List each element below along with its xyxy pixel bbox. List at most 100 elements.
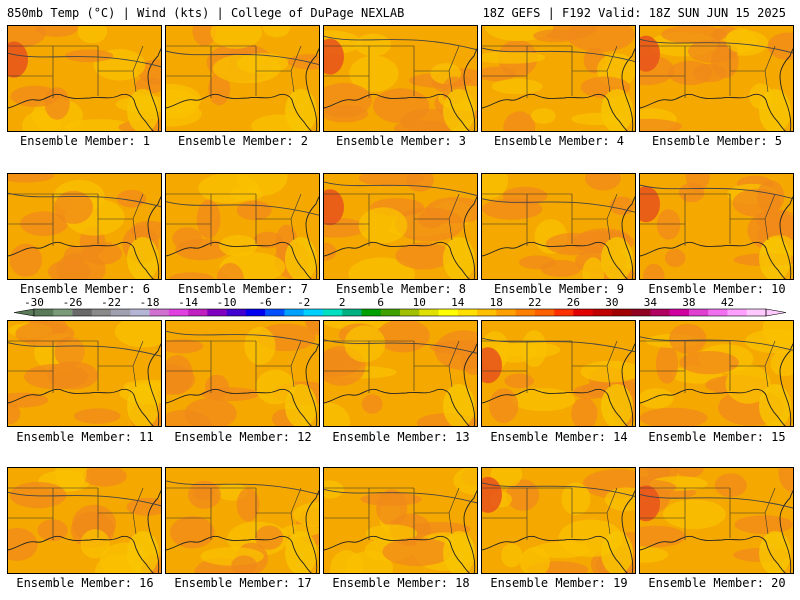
- cooler-region: [285, 89, 317, 131]
- coastline: [482, 342, 635, 426]
- temperature-region: [9, 243, 43, 277]
- state-borders: [166, 193, 302, 246]
- temperature-region: [501, 543, 523, 568]
- cooler-region: [759, 384, 791, 426]
- member-caption-13: Ensemble Member: 13: [332, 430, 470, 444]
- isotherm-contour: [8, 342, 161, 357]
- state-borders: [8, 340, 144, 393]
- colorbar-segment: [361, 309, 382, 316]
- member-caption-9: Ensemble Member: 9: [493, 282, 625, 296]
- cooler-region: [285, 384, 317, 426]
- coastline: [8, 489, 161, 573]
- temperature-region: [714, 473, 747, 498]
- colorbar-tick-label: 26: [567, 296, 580, 309]
- isotherm-contour: [8, 52, 161, 68]
- member-caption-12: Ensemble Member: 12: [174, 430, 312, 444]
- member-caption-3: Ensemble Member: 3: [335, 134, 467, 148]
- colorbar-segment: [477, 309, 497, 316]
- colorbar-segment: [631, 309, 651, 316]
- temperature-region: [324, 402, 351, 426]
- model-run-info: 18Z GEFS | F192 Valid: 18Z SUN JUN 15 20…: [482, 6, 786, 20]
- coastline: [324, 195, 477, 279]
- temperature-region: [531, 108, 556, 124]
- isotherm-contour: [8, 192, 161, 208]
- isotherm-contour: [8, 491, 161, 507]
- temperature-region: [582, 257, 605, 279]
- temperature-region: [8, 174, 55, 183]
- temperature-region: [744, 329, 793, 354]
- colorbar-segment: [669, 309, 690, 316]
- temperature-map-5: [640, 26, 793, 131]
- member-caption-4: Ensemble Member: 4: [493, 134, 625, 148]
- colorbar-segment: [149, 309, 170, 316]
- isotherm-contour: [482, 337, 635, 353]
- state-borders: [166, 487, 302, 540]
- colorbar-segment: [34, 309, 54, 316]
- colorbar-segment: [554, 309, 574, 316]
- temperature-region: [324, 242, 337, 261]
- ensemble-panel-10: [639, 173, 794, 280]
- temperature-map-3: [324, 30, 477, 131]
- colorbar-segment: [496, 309, 516, 316]
- coastline: [640, 489, 793, 573]
- colorbar-tick-label: -2: [297, 296, 310, 309]
- colorbar-segment: [91, 309, 112, 316]
- coastline: [640, 47, 793, 131]
- temperature-region: [115, 321, 161, 348]
- hot-region: [482, 347, 502, 384]
- temperature-map-2: [166, 26, 319, 131]
- colorbar-tick-label: -30: [24, 296, 44, 309]
- colorbar-tick-label: 6: [377, 296, 384, 309]
- temperature-region: [349, 55, 399, 92]
- temperature-region: [643, 263, 665, 279]
- colorbar-segment: [400, 309, 420, 316]
- state-borders: [640, 45, 776, 98]
- temperature-region: [756, 180, 785, 213]
- cooler-region: [759, 237, 791, 279]
- temperature-region: [8, 402, 21, 425]
- temperature-region: [640, 546, 669, 563]
- temperature-map-12: [166, 321, 319, 426]
- ensemble-panel-19: [481, 467, 636, 574]
- temperature-map-13: [324, 321, 477, 426]
- ensemble-panel-17: [165, 467, 320, 574]
- temperature-region: [219, 235, 258, 257]
- temperature-region: [282, 524, 319, 537]
- colorbar-tick-label: 30: [605, 296, 618, 309]
- temperature-region: [168, 272, 214, 279]
- cooler-region: [601, 89, 633, 131]
- state-borders: [8, 45, 144, 98]
- temperature-region: [10, 85, 60, 107]
- temperature-region: [361, 394, 383, 414]
- temperature-region: [231, 555, 257, 573]
- ensemble-panel-3: [323, 25, 478, 132]
- temperature-region: [511, 388, 575, 412]
- cooler-region: [601, 384, 633, 426]
- temperature-map-7: [166, 174, 319, 279]
- colorbar-segment: [130, 309, 150, 316]
- colorbar-tick-label: -22: [101, 296, 121, 309]
- member-caption-19: Ensemble Member: 19: [490, 576, 628, 590]
- colorbar-tick-label: 14: [451, 296, 465, 309]
- isotherm-contour: [640, 336, 793, 351]
- temperature-region: [640, 388, 674, 409]
- member-caption-14: Ensemble Member: 14: [490, 430, 628, 444]
- cooler-region: [127, 384, 159, 426]
- temperature-region: [192, 26, 217, 46]
- colorbar-outline: [33, 308, 767, 317]
- temperature-region: [77, 26, 108, 44]
- temperature-region: [395, 242, 452, 270]
- state-borders: [482, 193, 618, 246]
- state-borders: [324, 45, 460, 98]
- ensemble-panel-6: [7, 173, 162, 280]
- colorbar-segment: [245, 309, 266, 316]
- colorbar-tick-label: -6: [259, 296, 272, 309]
- temperature-region: [205, 374, 229, 399]
- temperature-region: [172, 227, 203, 250]
- cooler-region: [601, 531, 633, 573]
- colorbar-tick-label: 42: [721, 296, 734, 309]
- temperature-map-14: [482, 330, 635, 426]
- colorbar-segment: [207, 309, 227, 316]
- temperature-region: [24, 363, 89, 390]
- isotherm-contour: [640, 184, 793, 200]
